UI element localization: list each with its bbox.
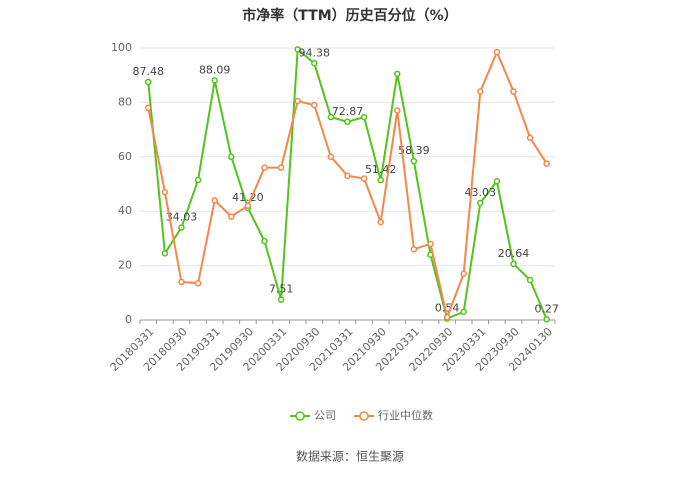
data-label: 58.39: [398, 144, 430, 157]
series-line: [147, 47, 548, 320]
data-label: 0.54: [435, 302, 460, 315]
point: [477, 88, 484, 95]
point: [161, 188, 169, 196]
source: 数据来源：恒生聚源: [296, 449, 404, 464]
point: [277, 296, 285, 303]
point: [410, 157, 418, 165]
point: [377, 218, 384, 226]
point: [211, 197, 218, 204]
point: [294, 46, 301, 53]
data-label: 0.27: [534, 302, 559, 315]
legend-item: 行业中位数: [354, 408, 433, 422]
point: [493, 178, 501, 185]
point: [178, 278, 185, 286]
data-label: 88.09: [199, 63, 231, 76]
data-label: 20.64: [498, 247, 530, 260]
point: [211, 77, 218, 84]
point: [510, 260, 517, 268]
data-label: 34.03: [166, 210, 198, 223]
point: [410, 246, 418, 253]
point: [244, 202, 252, 210]
point: [311, 60, 318, 67]
point: [161, 250, 169, 257]
data-label: 87.48: [133, 65, 165, 78]
point: [360, 175, 368, 182]
point: [178, 224, 185, 231]
point: [261, 164, 268, 171]
point: [261, 237, 268, 245]
legend-item: 公司: [290, 409, 336, 422]
data-label: 72.87: [332, 105, 364, 118]
data-label: 7.51: [269, 283, 294, 296]
point: [228, 213, 235, 220]
legend-marker: [295, 411, 305, 421]
data-label: 94.38: [299, 46, 331, 59]
point: [311, 101, 318, 109]
point: [277, 164, 285, 171]
point: [394, 107, 401, 114]
y-tick-label: 0: [125, 313, 132, 326]
point: [344, 118, 351, 126]
point: [344, 172, 351, 180]
point: [493, 48, 501, 56]
point: [145, 78, 152, 86]
data-label: 43.03: [465, 186, 497, 199]
point: [510, 88, 517, 95]
point: [460, 270, 467, 278]
point: [145, 104, 152, 112]
legend-marker: [359, 411, 369, 421]
y-tick-label: 40: [118, 204, 132, 217]
point: [294, 97, 301, 105]
point: [526, 276, 534, 284]
point: [360, 113, 368, 121]
point: [443, 314, 451, 321]
point: [477, 199, 484, 207]
chart-title: 市净率（TTM）历史百分位（%）: [242, 7, 457, 24]
point: [194, 280, 202, 287]
y-tick-label: 20: [118, 259, 132, 272]
legend-label: 行业中位数: [378, 408, 433, 422]
point: [460, 308, 467, 316]
point: [327, 153, 335, 161]
y-tick-label: 60: [118, 150, 132, 163]
data-label: 51.42: [365, 163, 397, 176]
series-line: [147, 49, 548, 321]
y-tick-label: 100: [111, 41, 132, 54]
point: [526, 134, 534, 142]
point: [427, 240, 434, 248]
point: [543, 160, 550, 167]
data-label: 41.20: [232, 191, 264, 204]
y-tick-label: 80: [118, 95, 132, 108]
point: [228, 153, 235, 161]
point: [543, 316, 550, 323]
point: [327, 113, 335, 121]
legend-label: 公司: [314, 409, 336, 422]
point: [194, 176, 202, 184]
point: [377, 176, 384, 184]
point: [394, 70, 401, 78]
